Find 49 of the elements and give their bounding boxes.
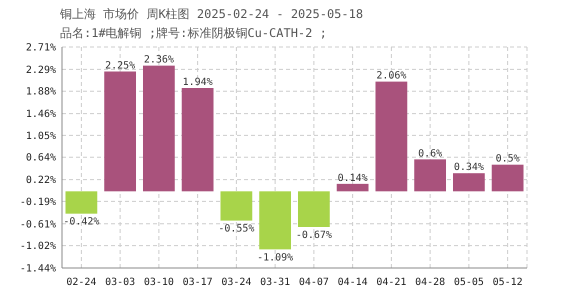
y-tick-label: -1.02%	[20, 241, 56, 252]
y-tick-label: 2.71%	[26, 42, 56, 54]
x-tick-label: 05-05	[454, 277, 484, 288]
x-tick-label: 04-14	[338, 277, 368, 288]
data-label: 0.34%	[454, 162, 484, 174]
data-label: 2.06%	[376, 70, 406, 82]
x-tick-label: 03-24	[221, 277, 252, 288]
data-label: -1.09%	[257, 252, 294, 264]
x-tick-label: 03-03	[105, 277, 136, 288]
y-tick-label: 1.46%	[26, 109, 56, 120]
data-label: 2.25%	[105, 60, 136, 72]
data-label: 0.14%	[338, 172, 368, 184]
chart-subtitle: 品名:1#电解铜 ;牌号:标准阴极铜Cu-CATH-2 ;	[60, 26, 327, 40]
y-tick-label: 1.88%	[26, 86, 56, 98]
y-tick-label: 1.05%	[26, 130, 56, 142]
bar	[336, 184, 369, 192]
bar	[182, 88, 214, 192]
data-label: 0.5%	[496, 154, 520, 165]
bar	[104, 71, 136, 192]
x-tick-label: 04-21	[376, 277, 406, 288]
data-label: 2.36%	[144, 54, 174, 66]
y-tick-label: -0.19%	[20, 196, 56, 208]
x-tick-label: 04-28	[415, 277, 446, 288]
x-tick-label: 03-31	[260, 277, 290, 288]
data-label: 0.6%	[418, 148, 442, 160]
data-label: -0.42%	[63, 216, 100, 228]
data-label: -0.67%	[296, 230, 332, 241]
bar	[452, 173, 485, 192]
bar	[142, 66, 175, 192]
bar	[414, 159, 446, 192]
bar	[492, 164, 524, 192]
y-tick-label: -1.44%	[20, 264, 56, 274]
bar	[220, 191, 252, 221]
y-tick-label: -0.61%	[20, 219, 56, 230]
x-tick-label: 03-17	[182, 277, 213, 288]
bar	[298, 191, 330, 227]
x-tick-label: 05-12	[492, 277, 523, 288]
data-label: -0.55%	[218, 224, 254, 235]
bar	[375, 82, 408, 192]
y-tick-label: 0.22%	[26, 175, 56, 186]
bar	[259, 191, 292, 250]
x-tick-label: 02-24	[66, 277, 96, 288]
bar	[65, 191, 98, 214]
x-tick-label: 03-10	[144, 277, 174, 288]
y-tick-label: 0.64%	[26, 152, 56, 164]
data-label: 1.94%	[182, 77, 213, 88]
y-tick-label: 2.29%	[26, 64, 56, 76]
chart-title: 铜上海 市场价 周K柱图 2025-02-24 - 2025-05-18	[59, 7, 364, 21]
x-tick-label: 04-07	[298, 277, 329, 288]
